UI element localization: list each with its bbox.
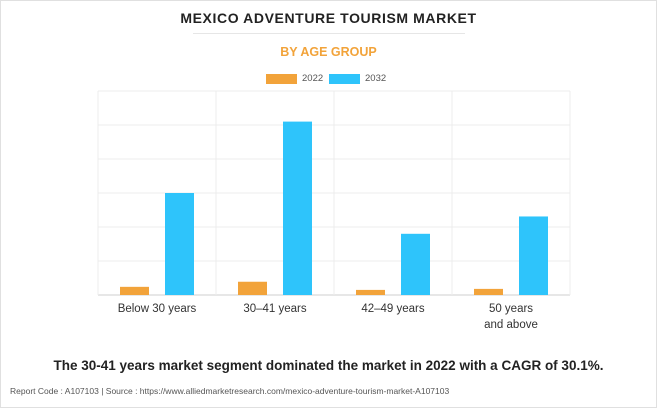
x-tick-label: 50 years and above: [484, 303, 538, 331]
legend-label-2022: 2022: [302, 73, 324, 84]
x-tick-label: 42–49 years: [361, 303, 425, 315]
title-divider: [193, 33, 465, 34]
footer-source: Report Code : A107103 | Source : https:/…: [10, 386, 450, 396]
x-tick-label: Below 30 years: [118, 303, 197, 315]
bar-2022-1: [238, 281, 267, 295]
legend-label-2032: 2032: [365, 73, 387, 84]
bar-2032-3: [519, 216, 548, 295]
bar-2032-0: [165, 193, 194, 295]
headline-text: The 30-41 years market segment dominated…: [53, 358, 604, 373]
chart-subtitle: BY AGE GROUP: [280, 45, 377, 59]
bar-2032-2: [401, 233, 430, 295]
bar-2022-2: [356, 289, 385, 295]
x-tick-label: 30–41 years: [243, 303, 307, 315]
bar-2032-1: [283, 121, 312, 295]
bar-2022-3: [474, 288, 503, 295]
bar-2022-0: [120, 286, 149, 295]
legend-swatch-2022: [266, 74, 297, 84]
chart-title: MEXICO ADVENTURE TOURISM MARKET: [180, 10, 477, 26]
legend-swatch-2032: [329, 74, 360, 84]
legend: 2022 2032: [0, 72, 657, 86]
